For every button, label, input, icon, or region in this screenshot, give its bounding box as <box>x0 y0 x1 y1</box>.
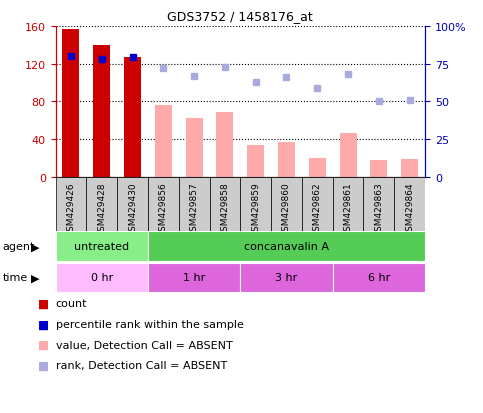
Text: GSM429864: GSM429864 <box>405 182 414 236</box>
FancyBboxPatch shape <box>333 263 425 292</box>
Bar <box>278 143 295 178</box>
Text: 3 hr: 3 hr <box>275 273 298 283</box>
Text: ■: ■ <box>38 359 49 372</box>
Bar <box>340 133 356 178</box>
FancyBboxPatch shape <box>210 178 240 231</box>
FancyBboxPatch shape <box>148 263 241 292</box>
Text: GSM429860: GSM429860 <box>282 182 291 237</box>
Text: GSM429861: GSM429861 <box>343 182 353 237</box>
Text: ■: ■ <box>38 297 49 310</box>
Text: agent: agent <box>2 242 35 252</box>
FancyBboxPatch shape <box>302 178 333 231</box>
FancyBboxPatch shape <box>241 263 333 292</box>
Text: 0 hr: 0 hr <box>91 273 113 283</box>
Text: GSM429859: GSM429859 <box>251 182 260 237</box>
Text: ■: ■ <box>38 318 49 331</box>
Text: GSM429862: GSM429862 <box>313 182 322 236</box>
FancyBboxPatch shape <box>56 232 148 262</box>
Bar <box>93 46 110 178</box>
Bar <box>62 30 79 178</box>
Text: ▶: ▶ <box>31 242 40 252</box>
Text: 6 hr: 6 hr <box>368 273 390 283</box>
Text: 1 hr: 1 hr <box>183 273 205 283</box>
Text: GSM429858: GSM429858 <box>220 182 229 237</box>
FancyBboxPatch shape <box>271 178 302 231</box>
FancyBboxPatch shape <box>240 178 271 231</box>
Text: GSM429857: GSM429857 <box>190 182 199 237</box>
Text: GDS3752 / 1458176_at: GDS3752 / 1458176_at <box>168 10 313 23</box>
FancyBboxPatch shape <box>333 178 364 231</box>
Text: GSM429863: GSM429863 <box>374 182 384 237</box>
Text: percentile rank within the sample: percentile rank within the sample <box>56 319 243 329</box>
Text: ■: ■ <box>38 338 49 351</box>
FancyBboxPatch shape <box>117 178 148 231</box>
Bar <box>185 119 202 178</box>
Text: time: time <box>2 273 28 283</box>
Bar <box>401 160 418 178</box>
Text: GSM429856: GSM429856 <box>159 182 168 237</box>
Text: GSM429428: GSM429428 <box>97 182 106 236</box>
Bar <box>155 106 172 178</box>
FancyBboxPatch shape <box>86 178 117 231</box>
FancyBboxPatch shape <box>179 178 210 231</box>
Bar <box>216 113 233 178</box>
FancyBboxPatch shape <box>56 178 86 231</box>
Bar <box>370 161 387 178</box>
FancyBboxPatch shape <box>148 178 179 231</box>
Bar <box>309 159 326 178</box>
FancyBboxPatch shape <box>56 263 148 292</box>
Text: count: count <box>56 299 87 309</box>
FancyBboxPatch shape <box>148 232 425 262</box>
Text: untreated: untreated <box>74 242 129 252</box>
Text: ▶: ▶ <box>31 273 40 283</box>
FancyBboxPatch shape <box>394 178 425 231</box>
Text: GSM429430: GSM429430 <box>128 182 137 236</box>
Text: concanavalin A: concanavalin A <box>244 242 329 252</box>
Text: GSM429426: GSM429426 <box>67 182 75 236</box>
FancyBboxPatch shape <box>364 178 394 231</box>
Bar <box>124 58 141 178</box>
Text: value, Detection Call = ABSENT: value, Detection Call = ABSENT <box>56 340 232 350</box>
Text: rank, Detection Call = ABSENT: rank, Detection Call = ABSENT <box>56 361 227 370</box>
Bar <box>247 145 264 178</box>
